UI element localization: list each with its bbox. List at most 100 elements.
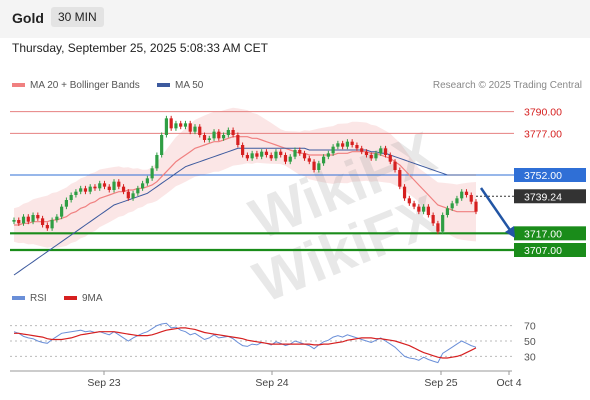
candle-body (393, 161, 397, 170)
candle (50, 217, 54, 231)
candle (207, 135, 211, 143)
candle-body (450, 203, 454, 209)
candle (164, 115, 169, 138)
candle-body (198, 126, 202, 135)
candle (364, 149, 369, 158)
candle-body (140, 183, 145, 189)
candle-body (193, 126, 197, 132)
candle-body (160, 135, 164, 155)
candle-body (145, 178, 149, 184)
candle (293, 147, 297, 160)
level-label-5: 3707.00 (524, 245, 562, 257)
candle (336, 140, 340, 150)
candle-body (431, 215, 435, 224)
legend-ma50: MA 50 (157, 80, 203, 91)
candle-body (12, 220, 16, 222)
candle (93, 184, 97, 191)
candle (12, 217, 16, 225)
timeframe-badge[interactable]: 30 MIN (51, 7, 104, 27)
candle (469, 192, 473, 205)
candle-body (274, 151, 278, 159)
candle-body (183, 123, 188, 127)
candle-body (45, 225, 49, 229)
candle (183, 120, 188, 130)
candle (26, 214, 30, 225)
candle-body (422, 206, 426, 212)
candle-body (126, 191, 130, 199)
candle (374, 150, 378, 161)
rsi-series-1 (14, 327, 477, 359)
candle-body (360, 148, 364, 152)
level-labels: 3790.00 3777.00 3752.00 3739.24 3717.00 3707.… (514, 104, 586, 257)
candle (79, 185, 83, 195)
candle (74, 189, 78, 198)
candle (341, 140, 345, 150)
candle (45, 222, 49, 231)
level-label-0: 3790.00 (524, 107, 562, 119)
candle (398, 167, 402, 190)
candle-body (417, 206, 421, 212)
candle (255, 150, 259, 160)
candle (112, 179, 116, 193)
x-tick-label-2: Sep 25 (424, 377, 457, 389)
candle-body (98, 183, 102, 189)
candle (326, 150, 330, 160)
candle-body (464, 191, 469, 195)
candle-body (279, 151, 283, 155)
rsi-swatch-icon (12, 296, 25, 301)
legend-ma20: MA 20 + Bollinger Bands (12, 80, 140, 91)
candle (69, 192, 73, 203)
candle-body (241, 145, 245, 155)
candle-body (207, 138, 211, 140)
candle-body (250, 153, 254, 159)
candle (360, 145, 364, 155)
candle (307, 155, 311, 165)
ma50-line (13, 147, 476, 276)
candle-body (155, 155, 159, 169)
candle (369, 152, 373, 161)
candle-body (383, 148, 388, 155)
rsi-series-0 (13, 322, 477, 364)
candle-body (426, 206, 430, 215)
candle-body (226, 130, 230, 135)
candle-body (231, 130, 235, 135)
ma20-line (14, 136, 476, 226)
candle-body (136, 188, 140, 194)
candle-body (350, 141, 354, 145)
candle-body (264, 151, 269, 155)
candle-body (117, 181, 121, 187)
candle (36, 212, 40, 221)
legend-rsi-label: RSI (30, 293, 47, 304)
legend-rsi-ma-label: 9MA (82, 293, 103, 304)
candle-body (221, 135, 226, 139)
rsi-tick-label-0: 70 (524, 321, 536, 333)
legend-rsi-ma: 9MA (64, 293, 103, 304)
candle (226, 127, 230, 138)
x-tick-label-0: Sep 23 (87, 377, 120, 389)
candle (474, 199, 478, 215)
candle-body (36, 215, 40, 219)
forecast-arrow-line (479, 187, 514, 234)
candle-body (50, 220, 54, 229)
bollinger-band-fill (14, 107, 476, 248)
candle-body (31, 215, 35, 222)
candle-body (307, 158, 311, 162)
legend-rsi: RSI (12, 293, 47, 304)
candle-body (455, 198, 459, 204)
candle (117, 179, 121, 190)
level-label-2: 3752.00 (524, 170, 562, 182)
candle-body (169, 118, 173, 129)
candle-body (369, 155, 373, 159)
candle-body (288, 156, 292, 162)
candle-body (212, 131, 216, 139)
candle-body (74, 191, 78, 195)
candle (279, 149, 283, 158)
candle (260, 149, 264, 160)
candle-body (474, 201, 478, 212)
candle (140, 180, 145, 191)
candle-body (283, 155, 288, 162)
candle-body (379, 148, 383, 154)
candle (179, 120, 183, 130)
candle-body (312, 161, 316, 170)
